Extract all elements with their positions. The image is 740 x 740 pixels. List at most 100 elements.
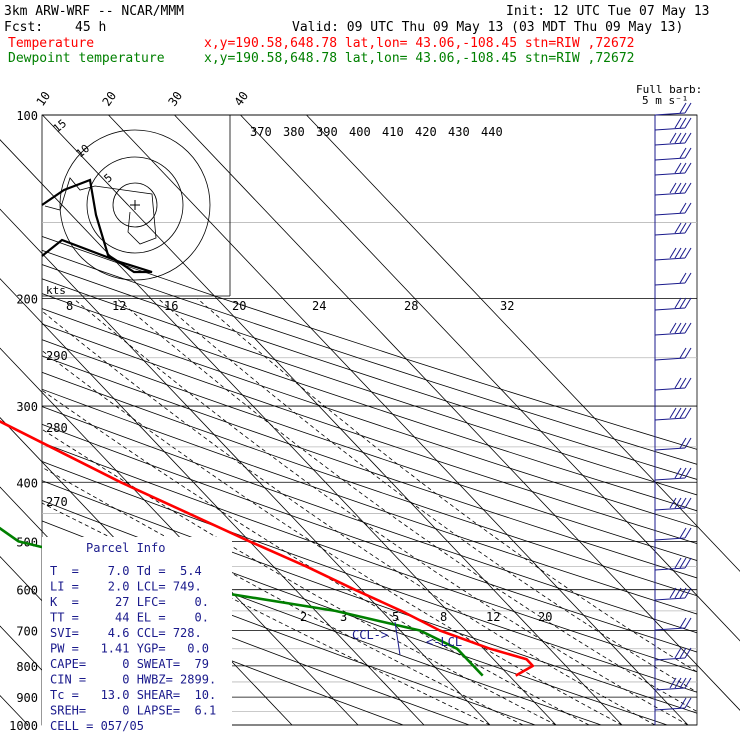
barb-flag (684, 617, 692, 629)
dry-adiabat (42, 371, 697, 597)
dry-adiabat (42, 264, 697, 480)
barb-flag (679, 437, 687, 449)
hodo-ring-label: 10 (74, 142, 93, 160)
barb-staff (654, 257, 686, 261)
barb-flag (684, 117, 692, 129)
pressure-tick-label: 600 (16, 584, 38, 598)
mixing-ratio-label: 12 (486, 610, 500, 624)
barb-flag (679, 322, 687, 334)
fcst-value: 45 h (75, 20, 106, 35)
barb-staff (654, 332, 686, 336)
barb-flag (669, 182, 677, 194)
barb-flag (679, 222, 687, 234)
wind-barb (654, 272, 692, 286)
theta-label: 430 (448, 125, 470, 139)
wind-barb (654, 347, 692, 361)
isotherm-label: 30 (165, 89, 185, 109)
barb-flag (684, 297, 692, 309)
wind-barb (654, 437, 692, 451)
wind-barb (654, 132, 692, 146)
barb-flag (674, 377, 682, 389)
wind-barb (654, 202, 692, 216)
parcel-row: CAPE= 0 SWEAT= 79 (50, 657, 209, 671)
parcel-row: T = 7.0 Td = 5.4 (50, 564, 202, 578)
pressure-tick-label: 200 (16, 293, 38, 307)
theta-label: 420 (415, 125, 437, 139)
barb-staff (654, 387, 686, 391)
barb-flag (684, 222, 692, 234)
barb-staff (654, 567, 686, 571)
wind-barb (654, 677, 692, 691)
parcel-row: SVI= 4.6 CCL= 728. (50, 626, 202, 640)
barb-flag (679, 497, 687, 509)
barb-flag (669, 322, 677, 334)
hodo-ring (86, 156, 184, 254)
barb-flag (684, 467, 692, 479)
wind-barb (654, 247, 692, 261)
hodo-units-label: kts (46, 284, 66, 297)
dry-adiabat (42, 323, 697, 545)
barb-flag (684, 202, 692, 214)
dewpoint-legend: Dewpoint temperature (8, 51, 165, 66)
dry-adiabat (42, 235, 697, 450)
barb-flag (679, 407, 687, 419)
dry-adiabat (42, 423, 697, 653)
barb-flag (679, 617, 687, 629)
barb-flag (679, 697, 687, 709)
barb-flag (684, 347, 692, 359)
wind-barb (654, 497, 692, 511)
barb-flag (684, 407, 692, 419)
parcel-panel-bg (42, 537, 232, 727)
barb-flag (684, 527, 692, 539)
barb-flag (669, 132, 677, 144)
isotherm-label: 10 (33, 89, 53, 109)
barb-flag (684, 147, 692, 159)
wind-barb (654, 297, 692, 311)
wind-scale-label: 32 (500, 299, 514, 313)
wind-barb (654, 697, 692, 711)
barb-staff (654, 232, 686, 236)
isotherm-line (174, 114, 740, 711)
pressure-tick-label: 100 (16, 109, 38, 123)
barb-flag (684, 322, 692, 334)
wind-barb (654, 147, 692, 161)
barb-flag (669, 587, 677, 599)
barb-staff (654, 597, 686, 601)
barb-flag (674, 182, 682, 194)
dry-adiabat (42, 308, 697, 528)
mixing-ratio-label: 2 (300, 610, 307, 624)
dry-adiabat (42, 585, 404, 725)
dry-adiabat (42, 460, 697, 693)
wind-barb (654, 557, 692, 571)
moist-adiabat (42, 310, 656, 725)
barb-flag (684, 437, 692, 449)
barb-staff (654, 477, 686, 481)
barb-flag (679, 377, 687, 389)
mixing-ratio-label: 20 (538, 610, 552, 624)
barb-flag (674, 247, 682, 259)
dry-adiabat (42, 480, 697, 714)
isotherm-label: 20 (99, 89, 119, 109)
wind-barb (654, 527, 692, 541)
hodo-ring (112, 182, 158, 228)
barb-flag (674, 322, 682, 334)
barb-staff (654, 307, 686, 311)
barb-flag (684, 497, 692, 509)
wind-barbs (654, 102, 692, 725)
theta-e-label: 280 (46, 421, 68, 435)
moist-adiabat (42, 350, 623, 725)
barb-flag (684, 697, 692, 709)
hodo-ring (59, 129, 211, 281)
isotherm-line (0, 278, 425, 726)
barb-flag (684, 132, 692, 144)
barb-flag (679, 587, 687, 599)
barb-flag (684, 587, 692, 599)
moist-adiabat (42, 466, 524, 725)
barb-flag (669, 677, 677, 689)
parcel-row: TT = 44 EL = 0. (50, 611, 209, 625)
barb-staff (654, 212, 686, 216)
parcel-row: LI = 2.0 LCL= 749. (50, 580, 202, 594)
barb-flag (674, 497, 682, 509)
barb-flag (679, 247, 687, 259)
